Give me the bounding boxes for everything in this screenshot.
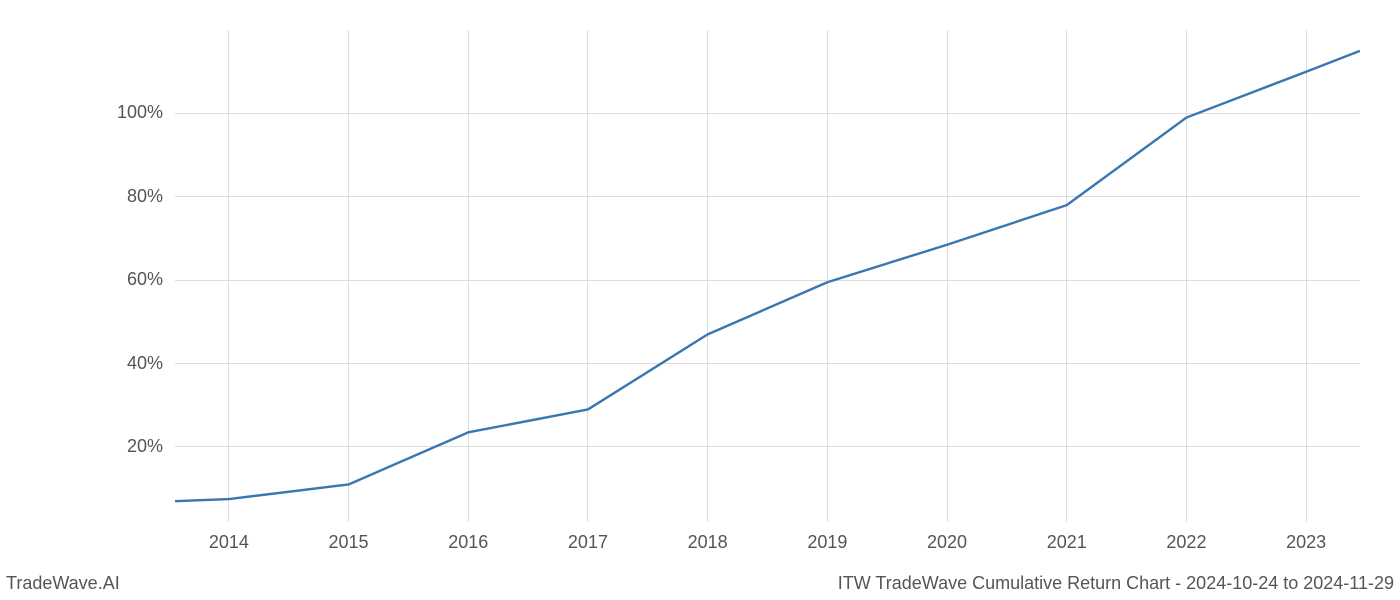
chart-container: TradeWave.AI ITW TradeWave Cumulative Re… xyxy=(0,0,1400,600)
line-layer xyxy=(0,0,1400,600)
series-line xyxy=(175,51,1360,501)
